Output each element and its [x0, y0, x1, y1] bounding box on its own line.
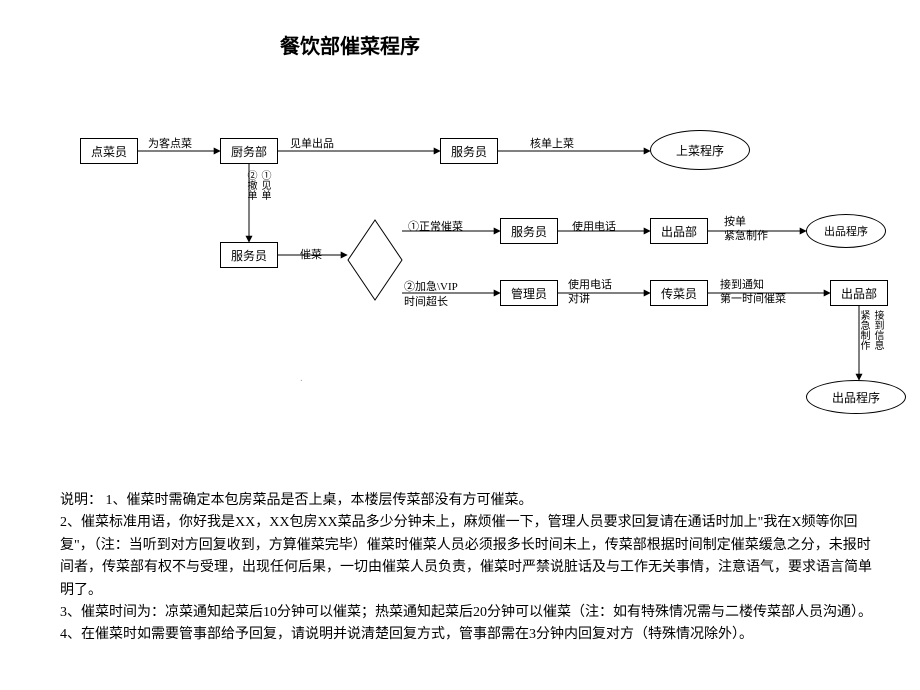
vlabel-3: 接到信息 [870, 310, 885, 350]
edge-label-7b: 紧急制作 [724, 227, 768, 243]
edge-label-10b: 第一时间催菜 [720, 290, 786, 306]
edge-label-6: 使用电话 [572, 218, 616, 234]
edge-label-2: 核单上菜 [530, 135, 574, 151]
edge-label-4: 催菜 [300, 246, 322, 262]
node-chupinxu1: 出品程序 [806, 214, 886, 248]
explain-line-0: 说明： 1、催菜时需确定本包房菜品是否上桌，本楼层传菜部没有方可催菜。 [60, 490, 880, 512]
explain-line-3: 4、在催菜时如需要管事部给予回复，请说明并说清楚回复方式，管事部需在3分钟内回复… [60, 624, 880, 646]
node-guanliyuan: 管理员 [500, 280, 558, 306]
node-diancaiyuan: 点菜员 [80, 138, 138, 164]
edge-label-8a: ②加急\VIP [404, 278, 458, 294]
explain-line-1: 2、催菜标准用语，你好我是XX，XX包房XX菜品多少分钟未上，麻烦催一下，管理人… [60, 512, 880, 602]
explanation-block: 说明： 1、催菜时需确定本包房菜品是否上桌，本楼层传菜部没有方可催菜。 2、催菜… [60, 490, 880, 647]
node-fuwuyuan3: 服务员 [500, 218, 558, 244]
edge-label-9b: 对讲 [568, 290, 590, 306]
node-chupinxu2: 出品程序 [806, 380, 906, 414]
page-dot: . [300, 372, 303, 384]
node-chuancaiyuan: 传菜员 [650, 280, 708, 306]
node-shangcai: 上菜程序 [650, 130, 750, 170]
node-chupinbu1: 出品部 [650, 218, 708, 244]
edge-label-1: 见单出品 [290, 135, 334, 151]
node-fuwuyuan1: 服务员 [440, 138, 498, 164]
edge-label-0: 为客点菜 [148, 135, 192, 151]
vlabel-4: 紧急制作 [856, 310, 871, 350]
vlabel-2: ②撤单 [243, 170, 258, 200]
diagram-title: 餐饮部催菜程序 [280, 30, 420, 59]
node-chuwubu: 厨务部 [220, 138, 278, 164]
node-fuwuyuan2: 服务员 [220, 242, 278, 268]
explain-line-2: 3、催菜时间为：凉菜通知起菜后10分钟可以催菜；热菜通知起菜后20分钟可以催菜（… [60, 602, 880, 624]
vlabel-1: ①见单 [257, 170, 272, 200]
edge-label-5: ①正常催菜 [408, 218, 463, 234]
edge-label-8b: 时间超长 [404, 293, 448, 309]
node-chupinbu2: 出品部 [830, 280, 888, 306]
